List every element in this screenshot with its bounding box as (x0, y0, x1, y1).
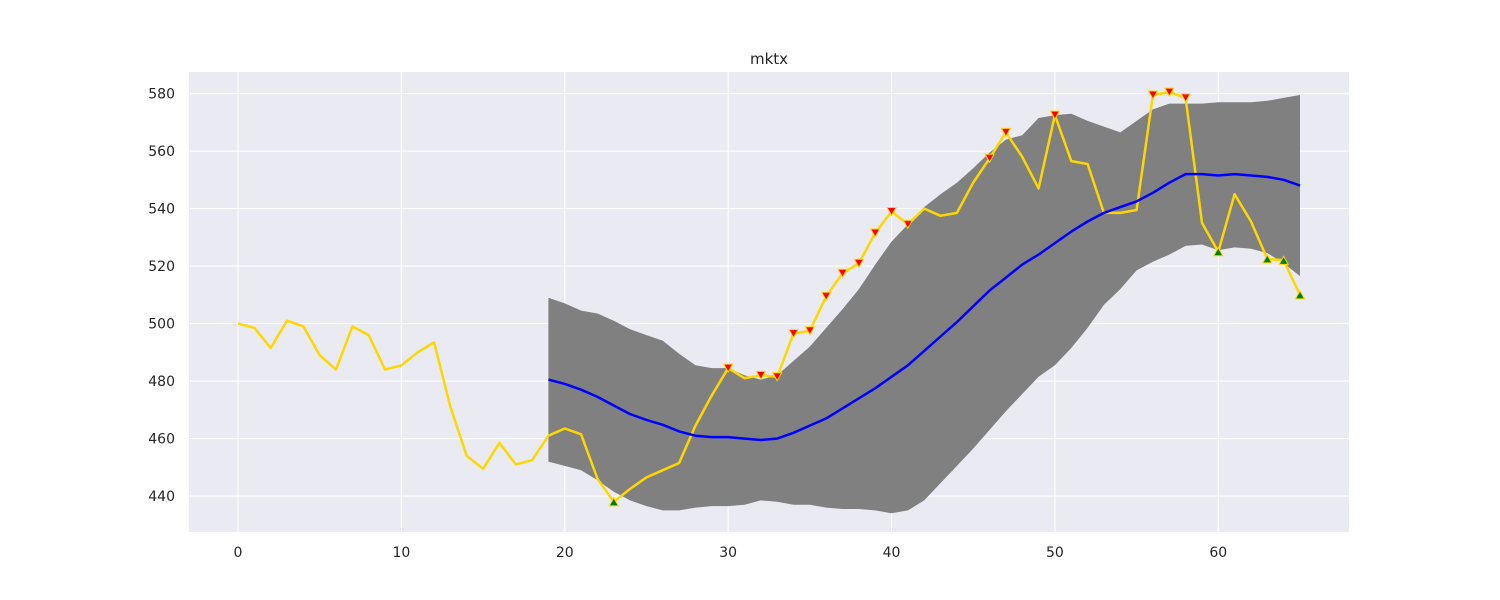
y-tick-label: 580 (148, 87, 175, 103)
sell-marker (771, 372, 783, 382)
sell-marker (886, 206, 897, 217)
y-tick-label: 560 (148, 144, 175, 160)
y-tick-label: 480 (148, 374, 175, 390)
sell-marker (788, 329, 799, 339)
x-tick-label: 30 (719, 545, 737, 561)
y-tick-label: 500 (148, 317, 175, 333)
sell-marker (869, 228, 881, 239)
y-tick-label: 460 (148, 432, 175, 448)
x-tick-label: 20 (556, 545, 574, 561)
y-tick-label: 440 (148, 489, 175, 505)
buy-marker (1261, 253, 1273, 264)
buy-marker (1278, 255, 1290, 265)
buy-marker (1294, 289, 1306, 300)
series-lines-layer (237, 90, 1302, 504)
sell-marker (837, 268, 848, 279)
signal-markers-layer (608, 87, 1306, 507)
price-line (237, 90, 1302, 504)
x-tick-label: 60 (1209, 545, 1227, 561)
y-tick-label: 520 (148, 259, 175, 275)
rolling-mean-line (548, 172, 1301, 442)
sell-marker (1000, 127, 1012, 138)
sell-marker (1049, 110, 1061, 121)
sell-marker (984, 153, 995, 164)
x-tick-label: 50 (1046, 545, 1064, 561)
sell-marker (902, 219, 914, 230)
buy-marker (1212, 246, 1224, 257)
sell-marker (1180, 93, 1191, 103)
bollinger-band-layer (548, 95, 1300, 514)
sell-marker (722, 363, 734, 374)
sell-marker (820, 291, 832, 302)
sell-marker (755, 370, 767, 381)
bollinger-band (548, 95, 1300, 514)
sell-marker (1163, 87, 1175, 98)
tick-labels: 0 10 20 30 40 50 60 440 460 480 500 520 540 560 580 (148, 87, 1227, 561)
sell-marker (853, 258, 865, 269)
sell-marker (1147, 90, 1159, 101)
x-tick-label: 40 (883, 545, 901, 561)
x-tick-label: 0 (234, 545, 243, 561)
sell-marker (804, 326, 816, 336)
chart-title: mktx (750, 50, 788, 68)
x-tick-label: 10 (392, 545, 410, 561)
buy-marker (608, 496, 620, 507)
y-tick-label: 540 (148, 202, 175, 218)
